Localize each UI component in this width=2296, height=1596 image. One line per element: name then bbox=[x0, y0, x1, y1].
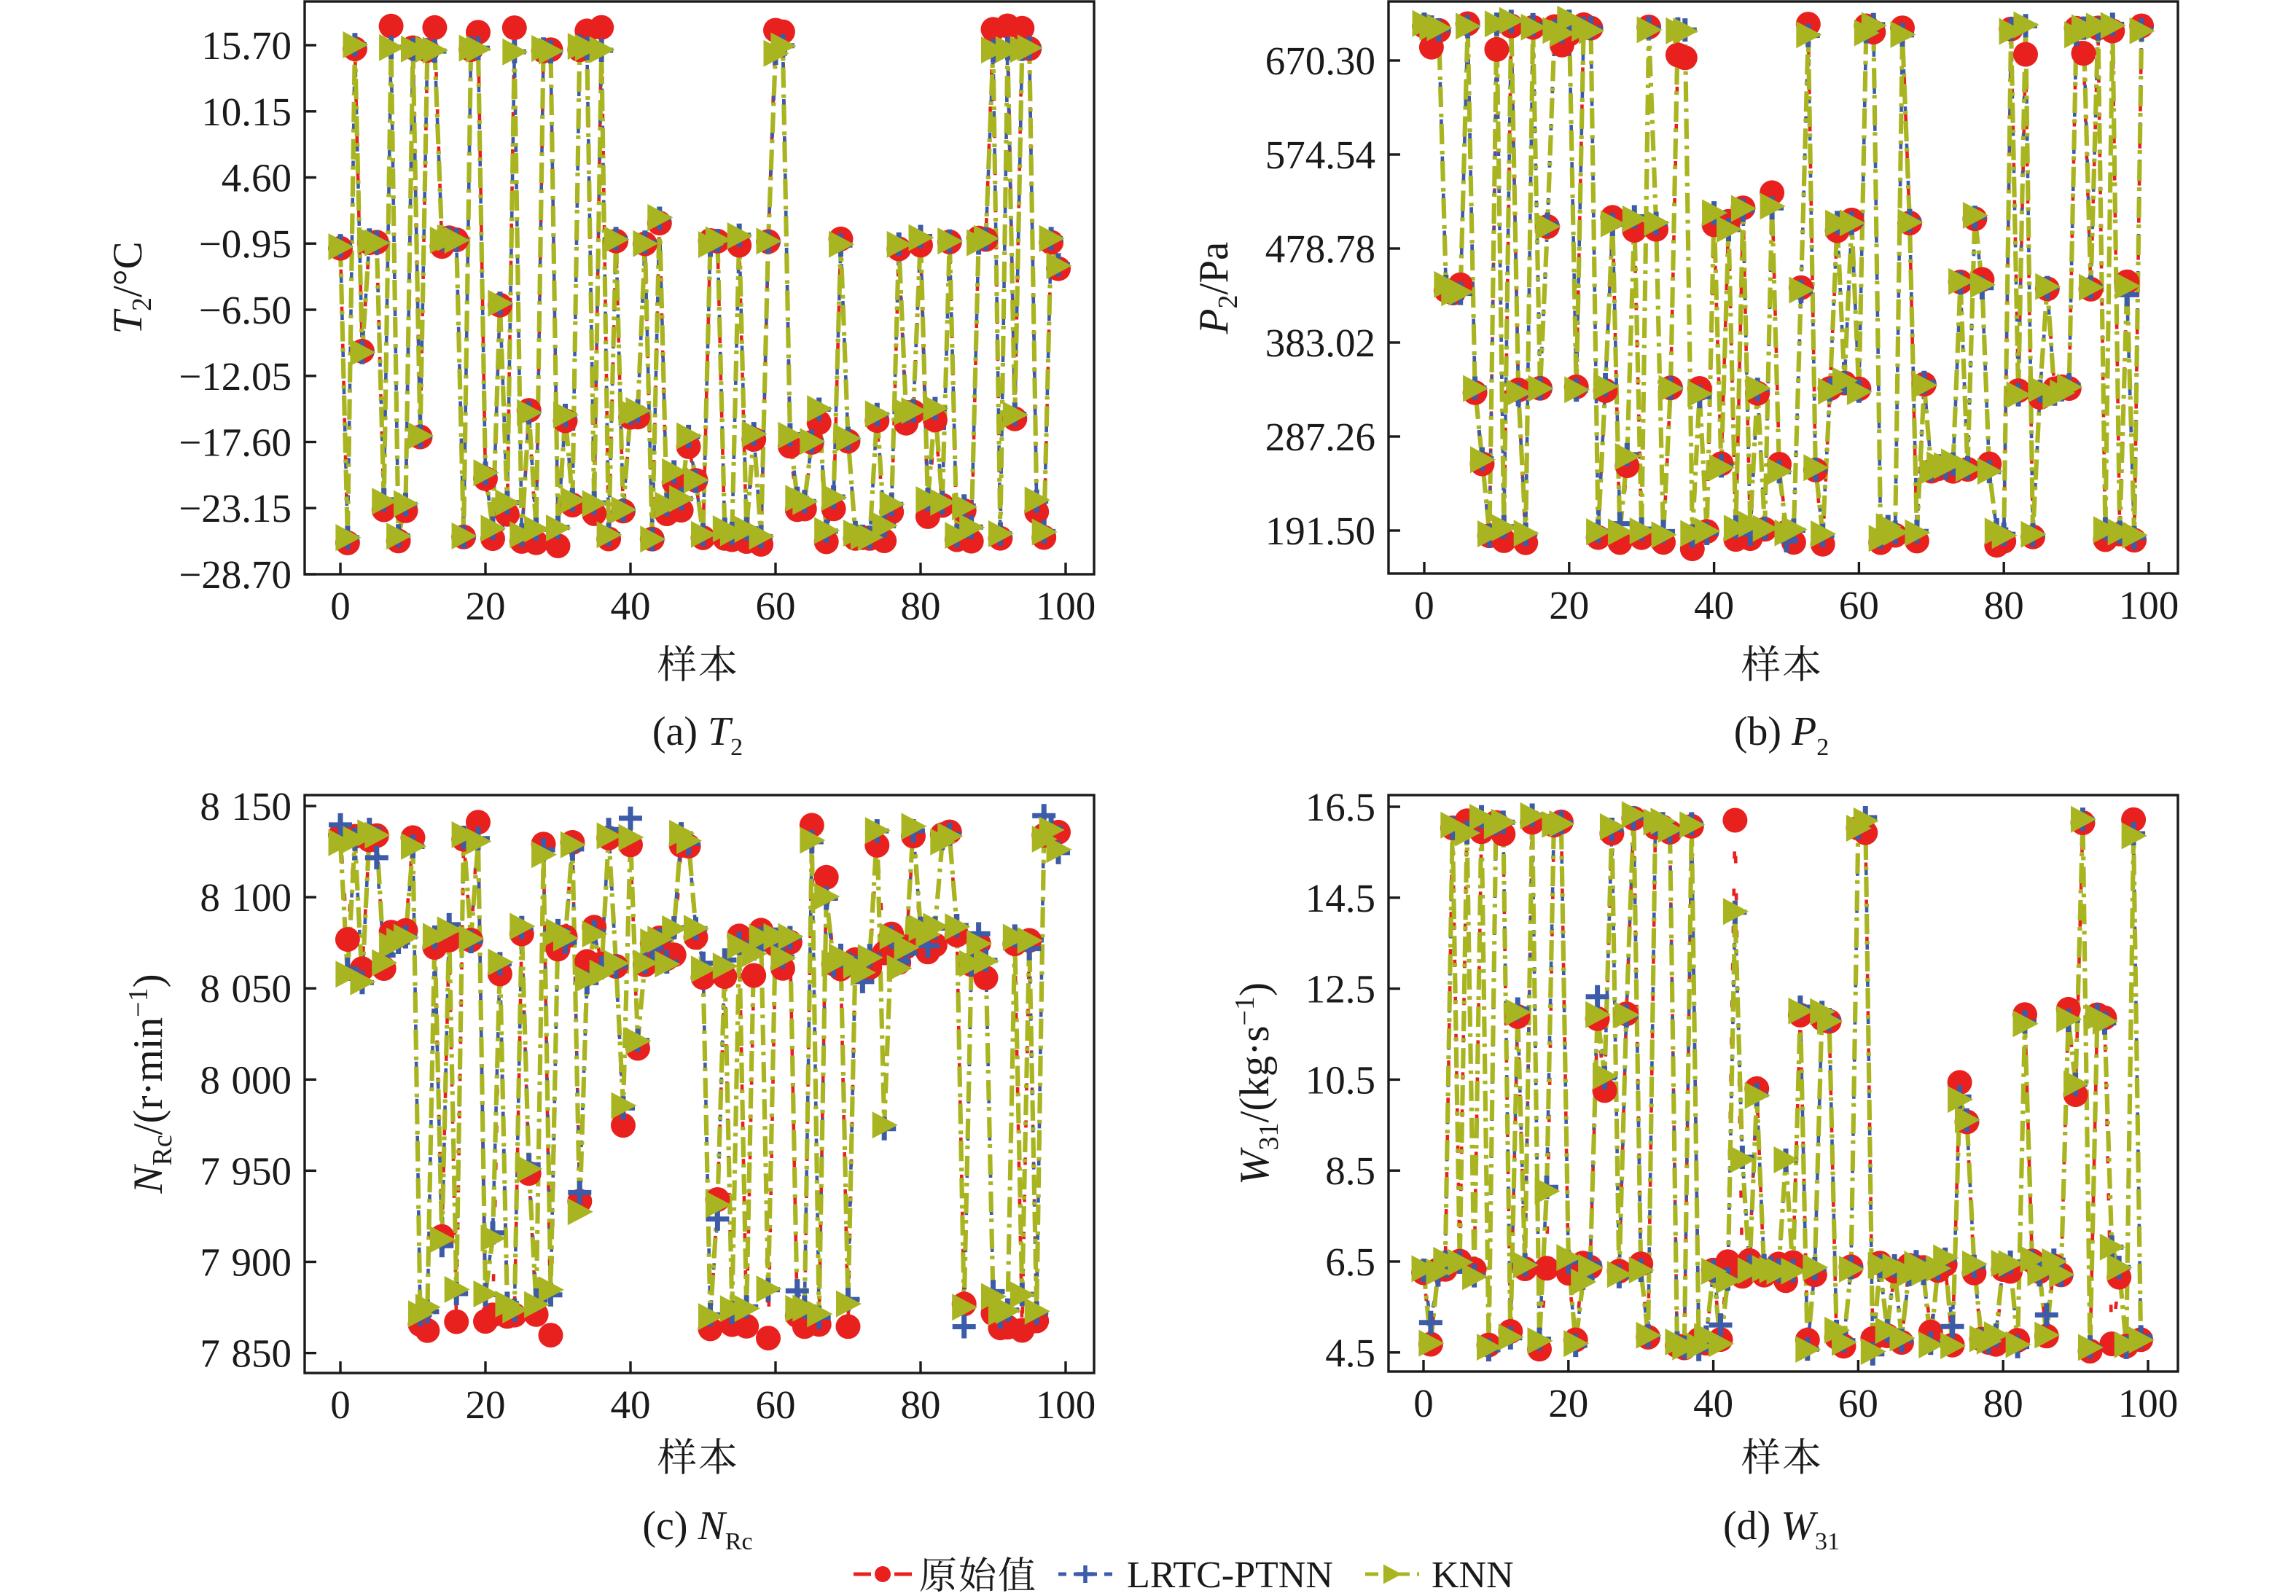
svg-text:478.78: 478.78 bbox=[1265, 227, 1375, 271]
svg-text:191.50: 191.50 bbox=[1265, 509, 1375, 553]
svg-text:80: 80 bbox=[1983, 1381, 2023, 1425]
svg-text:7 950: 7 950 bbox=[200, 1149, 292, 1193]
svg-text:8.5: 8.5 bbox=[1325, 1149, 1375, 1193]
svg-text:−0.95: −0.95 bbox=[199, 222, 292, 266]
svg-text:7 850: 7 850 bbox=[200, 1331, 292, 1376]
svg-text:4.5: 4.5 bbox=[1325, 1331, 1375, 1375]
svg-text:80: 80 bbox=[901, 584, 941, 628]
svg-text:100: 100 bbox=[1036, 584, 1096, 628]
svg-text:20: 20 bbox=[1549, 583, 1589, 627]
svg-text:−17.60: −17.60 bbox=[179, 420, 292, 465]
svg-text:40: 40 bbox=[1693, 1381, 1733, 1425]
svg-text:KNN: KNN bbox=[1432, 1554, 1514, 1596]
svg-text:NRc/(r·min−1): NRc/(r·min−1) bbox=[123, 974, 178, 1194]
svg-text:670.30: 670.30 bbox=[1265, 39, 1375, 83]
svg-text:4.60: 4.60 bbox=[222, 156, 292, 200]
svg-text:6.5: 6.5 bbox=[1325, 1240, 1375, 1284]
svg-text:−28.70: −28.70 bbox=[179, 552, 292, 597]
svg-text:W31/(kg·s−1): W31/(kg·s−1) bbox=[1230, 982, 1284, 1185]
svg-text:0: 0 bbox=[330, 1382, 351, 1427]
svg-text:60: 60 bbox=[1839, 583, 1879, 627]
svg-text:8 100: 8 100 bbox=[200, 875, 292, 920]
svg-text:−6.50: −6.50 bbox=[199, 288, 292, 332]
svg-text:100: 100 bbox=[2118, 1381, 2179, 1425]
svg-text:60: 60 bbox=[756, 584, 796, 628]
svg-text:T2/°C: T2/°C bbox=[105, 241, 157, 334]
svg-text:10.15: 10.15 bbox=[201, 90, 292, 134]
svg-text:60: 60 bbox=[756, 1382, 796, 1427]
svg-text:12.5: 12.5 bbox=[1305, 967, 1375, 1012]
svg-text:60: 60 bbox=[1838, 1381, 1878, 1425]
svg-text:15.70: 15.70 bbox=[201, 23, 292, 68]
svg-text:−12.05: −12.05 bbox=[179, 354, 292, 399]
svg-text:80: 80 bbox=[901, 1382, 941, 1427]
svg-text:8 150: 8 150 bbox=[200, 784, 292, 829]
svg-text:16.5: 16.5 bbox=[1305, 785, 1375, 829]
svg-text:20: 20 bbox=[466, 1382, 506, 1427]
svg-text:20: 20 bbox=[466, 584, 506, 628]
svg-text:(a) T2: (a) T2 bbox=[652, 709, 743, 761]
svg-text:−23.15: −23.15 bbox=[179, 486, 292, 531]
svg-text:0: 0 bbox=[1414, 583, 1434, 627]
svg-text:8 000: 8 000 bbox=[200, 1057, 292, 1102]
svg-text:40: 40 bbox=[611, 584, 651, 628]
svg-text:P2/Pa: P2/Pa bbox=[1191, 242, 1243, 335]
svg-text:10.5: 10.5 bbox=[1305, 1057, 1375, 1102]
svg-text:287.26: 287.26 bbox=[1265, 415, 1375, 459]
svg-text:383.02: 383.02 bbox=[1265, 321, 1375, 365]
svg-text:(d) W31: (d) W31 bbox=[1723, 1503, 1840, 1555]
svg-text:0: 0 bbox=[330, 584, 351, 628]
svg-text:40: 40 bbox=[1694, 583, 1734, 627]
svg-text:(c) NRc: (c) NRc bbox=[642, 1503, 752, 1555]
svg-text:40: 40 bbox=[611, 1382, 651, 1427]
svg-text:7 900: 7 900 bbox=[200, 1240, 292, 1285]
svg-text:8 050: 8 050 bbox=[200, 966, 292, 1011]
svg-text:LRTC-PTNN: LRTC-PTNN bbox=[1127, 1554, 1333, 1596]
svg-text:(b) P2: (b) P2 bbox=[1734, 709, 1830, 761]
svg-text:80: 80 bbox=[1984, 583, 2024, 627]
svg-text:100: 100 bbox=[2119, 583, 2179, 627]
svg-text:574.54: 574.54 bbox=[1265, 133, 1375, 177]
svg-text:100: 100 bbox=[1036, 1382, 1096, 1427]
svg-text:14.5: 14.5 bbox=[1305, 876, 1375, 920]
svg-text:20: 20 bbox=[1548, 1381, 1588, 1425]
svg-text:0: 0 bbox=[1413, 1381, 1434, 1425]
